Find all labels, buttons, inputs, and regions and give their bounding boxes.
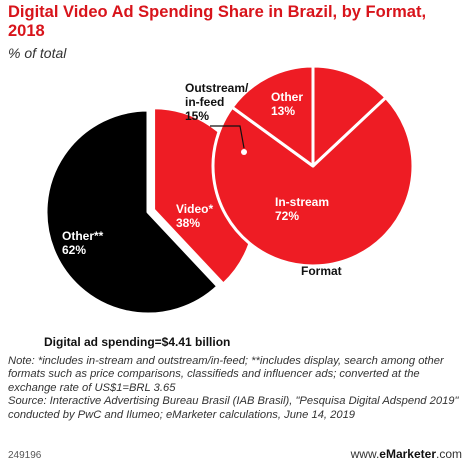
chart-canvas: Other** 62% Video* 38% In-stream 72% Other 13% O…: [44, 64, 415, 349]
leader-dot: [241, 149, 247, 155]
chart-title: Digital Video Ad Spending Share in Brazi…: [8, 3, 427, 40]
chart-id: 249196: [8, 450, 42, 461]
label-video: Video* 38%: [176, 202, 213, 230]
leader-line: [210, 125, 245, 149]
label-in-stream: In-stream 72%: [275, 195, 329, 223]
note-text: Note: *includes in-stream and outstream/…: [8, 355, 444, 394]
chart-subtitle: % of total: [8, 45, 67, 61]
format-slice-other: [311, 64, 388, 168]
source-text: Source: Interactive Advertising Bureau B…: [8, 395, 459, 421]
brand-suffix: .com: [435, 447, 462, 461]
brand-name: eMarketer: [379, 447, 436, 461]
label-other-main: Other** 62%: [62, 229, 104, 257]
label-outstream: Outstream/in-feed 15%: [185, 81, 249, 123]
format-slice-in-stream: [211, 96, 415, 268]
label-other-format: Other 13%: [271, 90, 303, 118]
brand-logo: www.eMarketer.com: [351, 447, 462, 461]
chart-notes: Note: *includes in-stream and outstream/…: [8, 355, 464, 422]
brand-prefix: www.: [350, 447, 380, 461]
format-slice-outstream-in-feed: [230, 64, 315, 168]
caption-total: Digital ad spending=$4.41 billion: [44, 335, 230, 349]
pie-slice-other: [44, 108, 220, 316]
caption-format: Format: [301, 264, 342, 278]
